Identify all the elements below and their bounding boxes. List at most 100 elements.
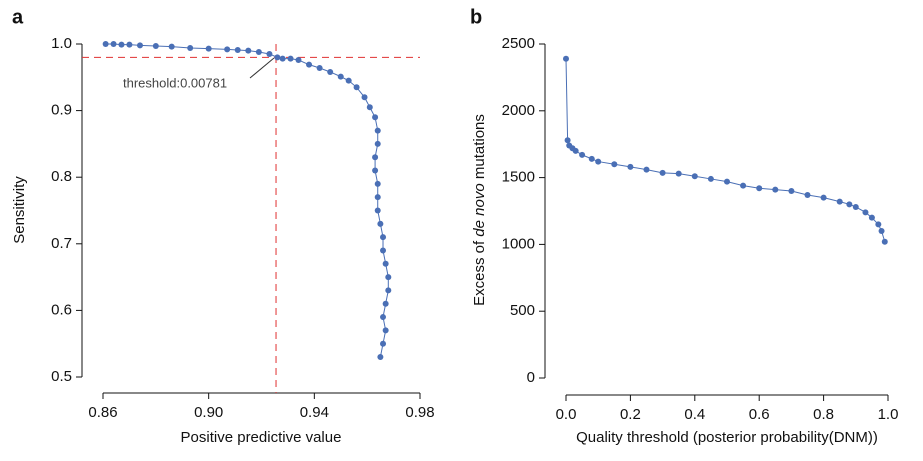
data-point bbox=[374, 207, 381, 214]
data-point bbox=[245, 47, 252, 54]
panel-label: b bbox=[470, 6, 482, 28]
data-point bbox=[579, 151, 586, 158]
data-point bbox=[659, 169, 666, 176]
data-point bbox=[187, 44, 194, 51]
data-point bbox=[724, 178, 730, 185]
data-point bbox=[588, 155, 595, 162]
data-point bbox=[110, 41, 117, 47]
x-tick-label: 0.6 bbox=[749, 406, 770, 423]
data-point bbox=[234, 46, 241, 53]
data-point bbox=[152, 42, 159, 49]
data-point bbox=[564, 137, 571, 144]
data-point bbox=[804, 191, 811, 198]
x-tick-label: 0.90 bbox=[194, 404, 223, 421]
data-point bbox=[627, 163, 634, 170]
data-point bbox=[382, 327, 389, 334]
data-point bbox=[380, 314, 387, 321]
data-point bbox=[168, 43, 175, 50]
data-point bbox=[279, 55, 286, 62]
data-point bbox=[337, 73, 344, 80]
data-point bbox=[382, 300, 389, 307]
data-point bbox=[366, 104, 373, 111]
y-tick-label: 1500 bbox=[502, 169, 535, 186]
data-point bbox=[868, 214, 875, 221]
data-point bbox=[295, 56, 302, 63]
annotation-leader bbox=[249, 57, 275, 79]
y-tick-label: 1.0 bbox=[51, 35, 72, 52]
series-line bbox=[105, 43, 389, 358]
data-point bbox=[224, 46, 231, 53]
data-point bbox=[372, 114, 379, 121]
y-axis-title: Excess of de novo mutations bbox=[471, 114, 488, 306]
x-tick-label: 0.98 bbox=[405, 404, 434, 421]
data-point bbox=[374, 180, 381, 187]
data-point bbox=[878, 228, 885, 235]
data-point bbox=[380, 340, 387, 347]
y-tick-label: 0.6 bbox=[51, 301, 72, 318]
data-point bbox=[118, 41, 125, 48]
y-axis-title: Sensitivity bbox=[11, 176, 28, 244]
data-point bbox=[820, 194, 827, 201]
data-point bbox=[836, 198, 843, 205]
data-point bbox=[361, 94, 368, 101]
y-tick-label: 0.9 bbox=[51, 102, 72, 119]
x-tick-label: 0.86 bbox=[88, 404, 117, 421]
y-title-part: Excess of bbox=[471, 237, 488, 306]
x-axis-title: Positive predictive value bbox=[181, 429, 342, 446]
data-point bbox=[881, 238, 888, 245]
data-point bbox=[572, 147, 579, 154]
x-tick-label: 0.4 bbox=[684, 406, 705, 423]
data-point bbox=[691, 173, 698, 180]
data-point bbox=[377, 354, 384, 361]
data-point bbox=[382, 260, 389, 267]
data-point bbox=[563, 55, 569, 62]
y-tick-label: 1000 bbox=[502, 235, 535, 252]
x-axis-title: Quality threshold (posterior probability… bbox=[576, 429, 878, 446]
data-point bbox=[740, 182, 747, 189]
data-point bbox=[756, 185, 763, 192]
data-point bbox=[385, 274, 392, 281]
data-point bbox=[255, 48, 262, 55]
data-point bbox=[675, 170, 682, 177]
y-tick-label: 2000 bbox=[502, 102, 535, 119]
data-point bbox=[102, 41, 109, 47]
series-line bbox=[565, 58, 886, 242]
y-tick-label: 0.8 bbox=[51, 168, 72, 185]
y-title-part: de novo bbox=[471, 183, 488, 236]
data-point bbox=[374, 140, 381, 147]
data-point bbox=[306, 61, 313, 68]
data-point bbox=[380, 234, 387, 241]
data-point bbox=[266, 50, 273, 57]
annotation: threshold:0.00781 bbox=[123, 75, 227, 90]
data-point bbox=[126, 41, 133, 48]
data-point bbox=[875, 221, 882, 228]
data-point bbox=[643, 166, 650, 173]
y-tick-label: 0 bbox=[527, 369, 535, 386]
data-point bbox=[374, 194, 381, 201]
x-tick-label: 0.2 bbox=[620, 406, 641, 423]
data-point bbox=[316, 64, 323, 71]
y-title-part: mutations bbox=[471, 114, 488, 183]
data-point bbox=[862, 209, 869, 216]
data-point bbox=[846, 201, 853, 208]
data-point bbox=[353, 84, 360, 91]
y-tick-label: 0.7 bbox=[51, 235, 72, 252]
data-point bbox=[372, 154, 379, 161]
data-point bbox=[377, 220, 384, 227]
data-point bbox=[205, 45, 212, 52]
data-point bbox=[852, 203, 859, 210]
x-tick-label: 0.8 bbox=[813, 406, 834, 423]
data-point bbox=[374, 127, 381, 134]
data-point bbox=[611, 161, 618, 168]
data-point bbox=[772, 186, 779, 193]
x-tick-label: 1.0 bbox=[878, 406, 899, 423]
data-point bbox=[345, 77, 352, 84]
panel-label: a bbox=[12, 6, 24, 28]
data-point bbox=[287, 55, 294, 62]
data-point bbox=[595, 158, 602, 165]
y-tick-label: 0.5 bbox=[51, 368, 72, 385]
data-point bbox=[274, 54, 281, 61]
data-point bbox=[707, 175, 714, 182]
data-point bbox=[136, 42, 143, 49]
